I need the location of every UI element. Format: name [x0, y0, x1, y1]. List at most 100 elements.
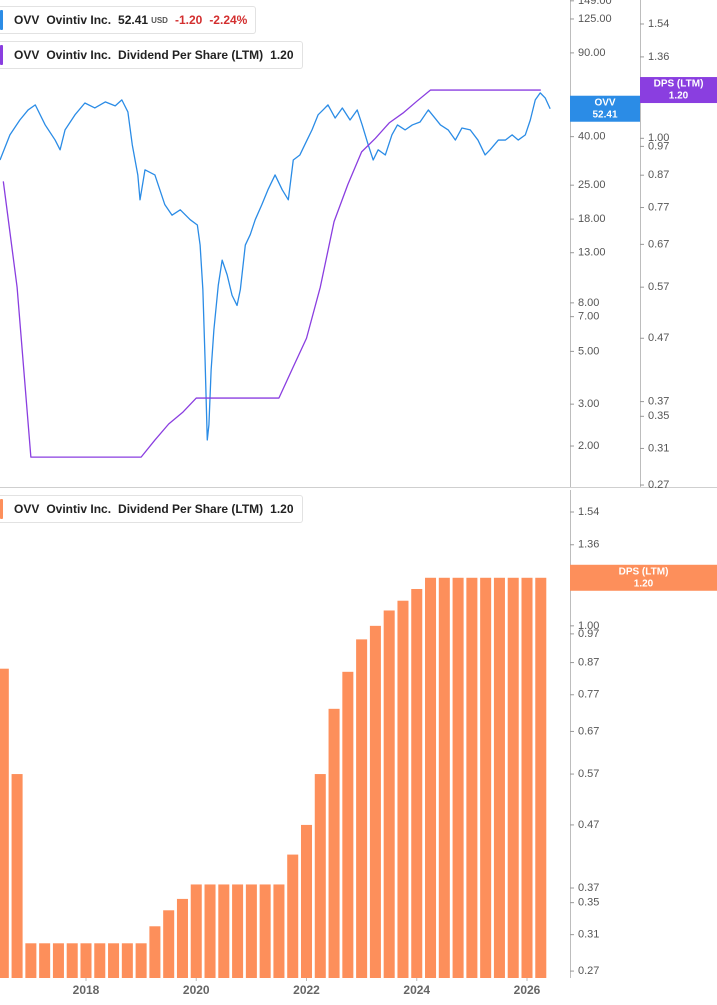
bar [204, 884, 216, 978]
y-tick-label: 1.36 [648, 51, 669, 63]
y-tick-label: 0.47 [578, 819, 599, 831]
last-value-badge [570, 95, 640, 122]
bar [287, 854, 299, 978]
price-plot [0, 89, 551, 458]
y-tick-label: 3.00 [578, 398, 599, 410]
bar [342, 671, 354, 978]
legend-value: 1.20 [270, 48, 294, 62]
y-tick-label: 0.31 [578, 929, 599, 941]
bar [493, 577, 505, 978]
bar [507, 577, 519, 978]
x-tick-label: 2026 [514, 983, 541, 997]
axes: 149.00 125.00 90.00 40.00 25.00 18.00 13.00 8.0… [73, 0, 717, 997]
y-tick-label: 7.00 [578, 311, 599, 323]
legend-ticker: OVV [14, 502, 40, 516]
y-tick-label: 149.00 [578, 0, 612, 7]
legend-price: OVV Ovintiv Inc. 52.41 USD -1.20 -2.24% [0, 6, 257, 34]
legend-dps-bars: OVV Ovintiv Inc. Dividend Per Share (LTM… [0, 495, 303, 523]
y-tick-label: 0.35 [648, 410, 669, 422]
bar [314, 774, 326, 978]
badge-label: OVV [594, 97, 615, 108]
y-tick-label: 13.00 [578, 247, 606, 259]
bar [39, 943, 51, 978]
bar [135, 943, 147, 978]
series-line [2, 89, 541, 458]
y-tick-label: 0.31 [648, 442, 669, 454]
legend-metric: Dividend Per Share (LTM) [118, 502, 264, 516]
y-tick-label: 0.77 [648, 201, 669, 213]
legend-change: -1.20 [174, 13, 203, 27]
x-tick-label: 2020 [183, 983, 210, 997]
bar [480, 577, 492, 978]
bar [273, 884, 285, 978]
bar [0, 668, 9, 978]
legend-company: Ovintiv Inc. [46, 13, 112, 27]
last-value-badge [640, 77, 717, 104]
y-tick-label: 1.54 [648, 18, 669, 30]
bar [397, 600, 409, 978]
bar [383, 610, 395, 978]
y-tick-label: 0.27 [578, 965, 599, 977]
y-tick-label: 0.35 [578, 897, 599, 909]
y-tick-label: 40.00 [578, 131, 606, 143]
legend-price-value: 52.41 [118, 13, 149, 27]
bar [218, 884, 230, 978]
bar [80, 943, 92, 978]
bar [25, 943, 37, 978]
legend-ticker: OVV [14, 48, 40, 62]
badge-value: 1.20 [634, 578, 654, 589]
y-tick-label: 8.00 [578, 297, 599, 309]
y-tick-label: 1.00 [648, 132, 669, 144]
y-tick-label: 25.00 [578, 179, 606, 191]
bar [328, 708, 340, 978]
bar [425, 577, 437, 978]
bar [149, 926, 161, 978]
bar [411, 588, 423, 978]
bar [52, 943, 64, 978]
y-tick-label: 18.00 [578, 213, 606, 225]
bar [356, 639, 368, 978]
y-tick-label: 1.36 [578, 539, 599, 551]
bar [245, 884, 257, 978]
bar [11, 774, 23, 978]
y-tick-label: 0.57 [648, 281, 669, 293]
bar [190, 884, 202, 978]
legend-metric: Dividend Per Share (LTM) [118, 48, 264, 62]
y-tick-label: 5.00 [578, 345, 599, 357]
y-tick-label: 0.37 [578, 882, 599, 894]
badge-value: 52.41 [592, 109, 617, 120]
y-tick-label: 0.97 [578, 628, 599, 640]
y-tick-label: 0.57 [578, 768, 599, 780]
y-tick-label: 0.47 [648, 332, 669, 344]
bar [521, 577, 533, 978]
bar [466, 577, 478, 978]
y-tick-label: 0.97 [648, 140, 669, 152]
bar [108, 943, 120, 978]
y-tick-label: 0.67 [648, 238, 669, 250]
bar [163, 910, 175, 978]
y-tick-label: 0.37 [648, 396, 669, 408]
y-tick-label: 0.87 [578, 656, 599, 668]
y-tick-label: 0.77 [578, 689, 599, 701]
bar [535, 577, 547, 978]
bar [121, 943, 133, 978]
bar [438, 577, 450, 978]
y-tick-label: 2.00 [578, 440, 599, 452]
legend-dps: OVV Ovintiv Inc. Dividend Per Share (LTM… [0, 41, 303, 69]
y-tick-label: 0.67 [578, 725, 599, 737]
bar [259, 884, 271, 978]
dps-plot [0, 577, 547, 978]
y-tick-label: 1.54 [578, 506, 599, 518]
legend-swatch [0, 10, 3, 30]
bar [369, 625, 381, 978]
bar [94, 943, 106, 978]
badge-label: DPS (LTM) [619, 566, 669, 577]
y-tick-label: 0.27 [648, 479, 669, 491]
bar [452, 577, 464, 978]
last-value-badge [570, 564, 717, 591]
badge-value: 1.20 [669, 91, 689, 102]
y-tick-label: 125.00 [578, 13, 612, 25]
x-tick-label: 2024 [403, 983, 430, 997]
x-tick-label: 2022 [293, 983, 320, 997]
